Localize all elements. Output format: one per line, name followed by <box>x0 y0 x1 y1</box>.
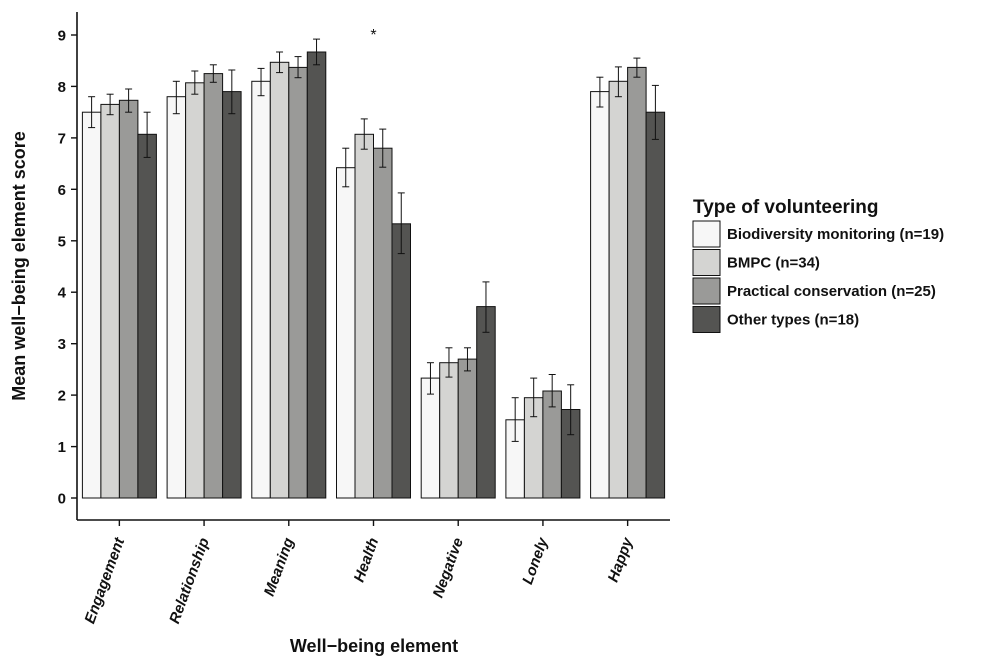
error-bar-lonely-series-3 <box>548 374 556 408</box>
legend-label-1: Biodiversity monitoring (n=19) <box>727 226 944 243</box>
error-bar-meaning-series-1 <box>257 67 265 97</box>
y-tick-label-4: 4 <box>58 285 67 302</box>
error-bar-happy-series-2 <box>614 66 622 98</box>
bar-relationship-series-1 <box>166 96 187 499</box>
legend-swatch-3 <box>692 277 721 305</box>
error-bar-health-series-4 <box>397 192 405 255</box>
error-bar-health-series-1 <box>342 147 350 188</box>
error-bar-happy-series-1 <box>596 76 604 108</box>
error-bar-relationship-series-2 <box>191 70 199 95</box>
annotations: * <box>370 27 376 44</box>
y-tick-label-9: 9 <box>58 28 66 45</box>
bars-layer <box>81 51 666 499</box>
bar-negative-series-2 <box>439 362 459 499</box>
error-bar-health-series-3 <box>379 128 387 168</box>
error-bar-negative-series-3 <box>463 347 471 372</box>
error-bar-health-series-2 <box>360 118 368 150</box>
error-bars-layer <box>88 38 659 442</box>
bar-health-series-1 <box>336 167 356 499</box>
y-axis-title: Mean well−being element score <box>9 131 29 401</box>
bar-happy-series-4 <box>645 111 666 499</box>
bar-engagement-series-3 <box>118 99 139 499</box>
bar-meaning-series-1 <box>251 80 271 499</box>
error-bar-happy-series-4 <box>651 84 659 140</box>
bar-happy-series-3 <box>627 66 647 499</box>
bar-meaning-series-3 <box>288 66 308 499</box>
legend: Type of volunteering Biodiversity monito… <box>692 197 944 333</box>
error-bar-negative-series-1 <box>426 362 434 395</box>
significance-marker: * <box>370 27 376 44</box>
legend-swatch-1 <box>692 220 721 248</box>
x-tick-label-relationship: Relationship <box>166 536 213 626</box>
error-bar-meaning-series-3 <box>294 56 302 79</box>
bar-engagement-series-1 <box>81 111 102 499</box>
bar-happy-series-2 <box>608 80 629 499</box>
y-tick-label-6: 6 <box>58 182 66 199</box>
bar-happy-series-1 <box>590 91 610 499</box>
error-bar-lonely-series-1 <box>511 397 519 442</box>
error-bar-meaning-series-4 <box>313 38 321 66</box>
bar-relationship-series-3 <box>203 73 224 499</box>
x-tick-label-engagement: Engagement <box>81 535 128 626</box>
error-bar-relationship-series-1 <box>172 80 180 115</box>
y-tick-label-0: 0 <box>58 491 66 508</box>
bar-negative-series-4 <box>476 306 496 499</box>
bar-health-series-2 <box>354 133 374 499</box>
y-tick-label-5: 5 <box>58 233 66 250</box>
bar-meaning-series-2 <box>269 61 290 499</box>
error-bar-engagement-series-2 <box>106 93 114 116</box>
error-bar-engagement-series-1 <box>88 96 96 129</box>
y-tick-label-2: 2 <box>58 388 66 405</box>
y-tick-label-8: 8 <box>58 79 66 96</box>
bar-meaning-series-4 <box>306 51 327 499</box>
bar-negative-series-3 <box>457 358 478 499</box>
x-axis-title: Well−being element <box>290 636 458 656</box>
x-tick-label-happy: Happy <box>605 535 637 585</box>
legend-title: Type of volunteering <box>693 197 878 218</box>
error-bar-relationship-series-4 <box>228 69 236 115</box>
error-bar-negative-series-4 <box>482 281 490 333</box>
y-tick-label-7: 7 <box>58 130 66 147</box>
legend-label-4: Other types (n=18) <box>727 312 859 329</box>
legend-swatch-2 <box>692 249 721 276</box>
bar-health-series-3 <box>373 147 393 499</box>
legend-label-2: BMPC (n=34) <box>727 255 820 272</box>
x-ticks: Engagement Relationship Meaning Health Negat… <box>81 520 637 626</box>
x-tick-label-lonely: Lonely <box>519 535 552 587</box>
x-tick-label-health: Health <box>351 536 383 585</box>
legend-items: Biodiversity monitoring (n=19) BMPC (n=34… <box>692 220 944 333</box>
error-bar-happy-series-3 <box>633 57 641 78</box>
x-tick-label-negative: Negative <box>430 536 467 601</box>
error-bar-lonely-series-2 <box>530 377 538 418</box>
error-bar-relationship-series-3 <box>209 64 217 83</box>
bar-negative-series-1 <box>420 377 441 499</box>
legend-label-3: Practical conservation (n=25) <box>727 283 936 300</box>
y-tick-label-1: 1 <box>58 439 66 456</box>
y-ticks: 0 1 2 3 4 5 6 7 8 9 <box>58 28 77 508</box>
bar-engagement-series-4 <box>137 133 157 499</box>
bar-relationship-series-2 <box>185 82 205 499</box>
y-tick-label-3: 3 <box>58 336 66 353</box>
bar-engagement-series-2 <box>100 103 120 499</box>
error-bar-lonely-series-4 <box>567 384 575 436</box>
x-tick-label-meaning: Meaning <box>261 536 298 599</box>
legend-swatch-4 <box>692 306 721 333</box>
bar-health-series-4 <box>391 223 411 499</box>
error-bar-engagement-series-4 <box>143 111 151 158</box>
error-bar-meaning-series-2 <box>276 51 284 74</box>
bar-relationship-series-4 <box>222 91 242 499</box>
error-bar-negative-series-2 <box>445 347 453 378</box>
error-bar-engagement-series-3 <box>125 88 133 113</box>
